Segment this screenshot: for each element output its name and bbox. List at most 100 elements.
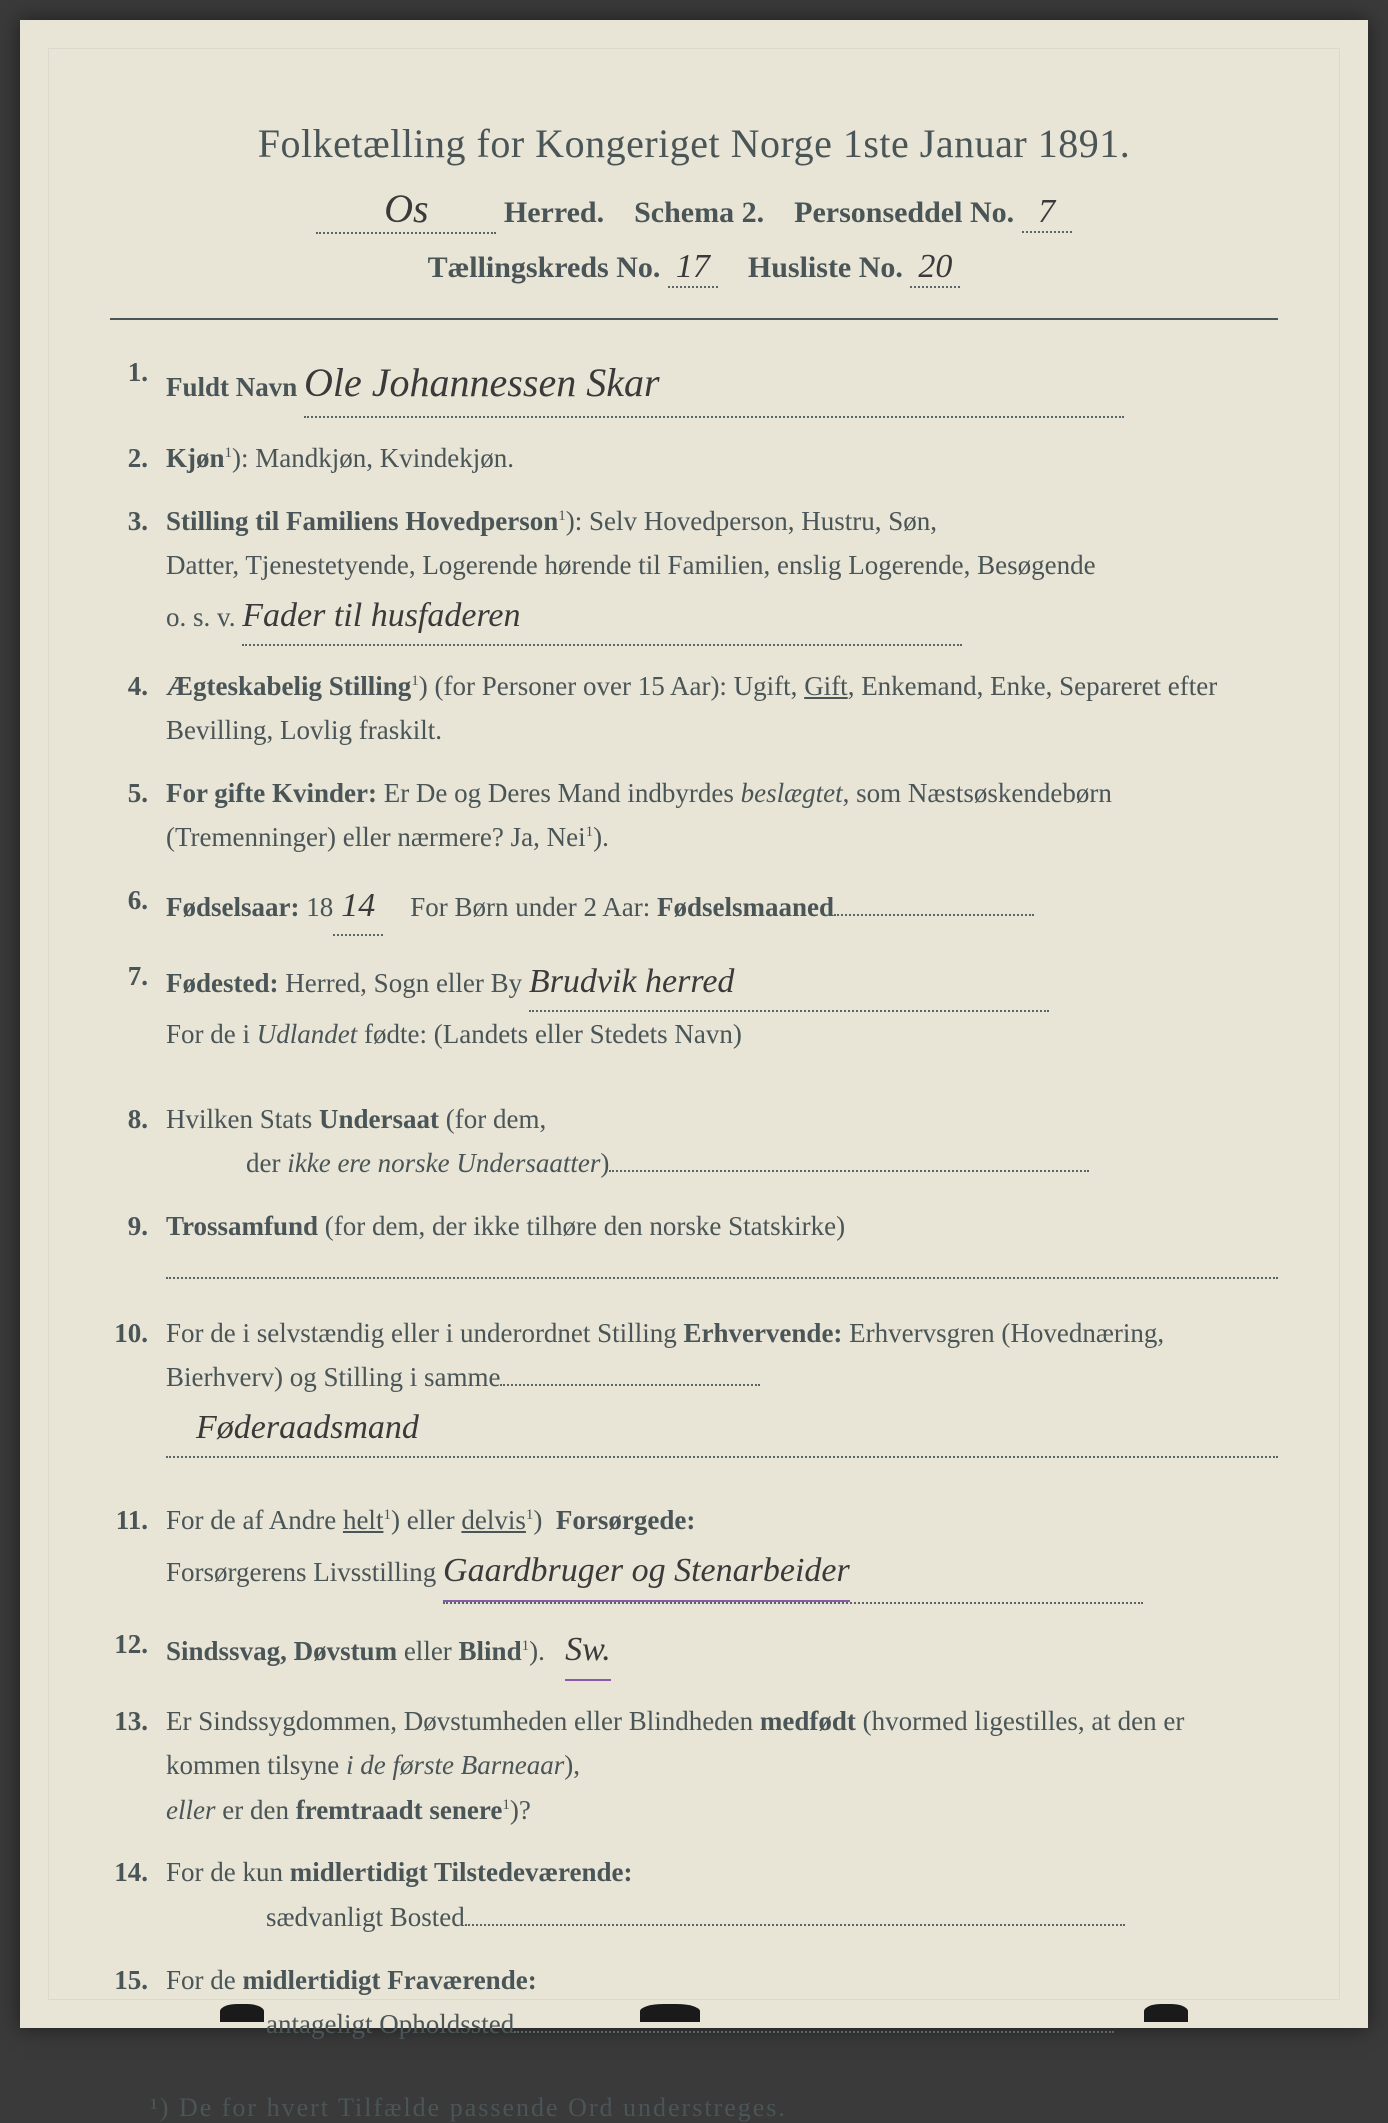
- herred-label: Herred.: [504, 196, 604, 229]
- wives-text-a: Er De og Deres Mand indbyrdes: [377, 778, 741, 808]
- absent-text-a: For de: [166, 1965, 243, 1995]
- provider-helt: helt: [343, 1505, 384, 1535]
- personseddel-label: Personseddel No.: [794, 196, 1014, 229]
- item-content: For de i selvstændig eller i underordnet…: [166, 1311, 1278, 1458]
- occupation-field-b: Føderaadsmand: [166, 1400, 1278, 1458]
- birthplace-text-a: Herred, Sogn eller By: [278, 968, 522, 998]
- item-content: Trossamfund (for dem, der ikke tilhøre d…: [166, 1204, 1278, 1293]
- census-document: Folketælling for Kongeriget Norge 1ste J…: [20, 20, 1368, 2028]
- birthplace-text-d: fødte: (Landets eller Stedets Navn): [357, 1019, 742, 1049]
- citizenship-field: [609, 1170, 1089, 1172]
- item-content: For de af Andre helt1) eller delvis1) Fo…: [166, 1498, 1278, 1604]
- provider-text-b: eller: [400, 1505, 461, 1535]
- form-item-11: 11. For de af Andre helt1) eller delvis1…: [110, 1498, 1278, 1604]
- footnote-marker: 1: [558, 508, 566, 524]
- citizenship-line2: der ikke ere norske Undersaatter): [166, 1148, 609, 1178]
- form-item-3: 3. Stilling til Familiens Hovedperson1):…: [110, 499, 1278, 646]
- footnote-marker: 1: [522, 1638, 530, 1654]
- citizenship-text-c: der: [246, 1148, 287, 1178]
- item-number: 5.: [110, 771, 166, 816]
- item-number: 13.: [110, 1699, 166, 1744]
- label-birthmonth: Fødselsmaaned: [657, 892, 834, 922]
- label-name: Fuldt Navn: [166, 372, 297, 402]
- birthplace-text-c: Udlandet: [257, 1019, 358, 1049]
- wives-text-b: beslægtet: [741, 778, 843, 808]
- header-divider: [110, 318, 1278, 320]
- footnote-marker: 1: [383, 1507, 391, 1523]
- footnote-marker: 1: [225, 445, 233, 461]
- footnote-marker: 1: [586, 824, 594, 840]
- herred-field: Os: [316, 185, 496, 234]
- item-number: 14.: [110, 1850, 166, 1895]
- item-content: Kjøn1): Mandkjøn, Kvindekjøn.: [166, 436, 1278, 481]
- footnote-marker: 1: [411, 673, 419, 689]
- personseddel-field: 7: [1022, 193, 1072, 233]
- birthyear-prefix: 18: [299, 892, 333, 922]
- label-present: midlertidigt Tilstedeværende:: [290, 1857, 633, 1887]
- item-number: 1.: [110, 350, 166, 395]
- provider-text-c: Forsørgerens Livsstilling: [166, 1557, 436, 1587]
- tear-mark: [220, 2004, 264, 2022]
- position-value: Fader til husfaderen: [242, 597, 520, 634]
- provider-delvis: delvis: [461, 1505, 526, 1535]
- label-birthyear: Fødselsaar:: [166, 892, 299, 922]
- form-item-1: 1. Fuldt Navn Ole Johannessen Skar: [110, 350, 1278, 418]
- religion-field: [166, 1277, 1278, 1279]
- page-damage: [20, 2004, 1368, 2028]
- tear-mark: [640, 2004, 700, 2022]
- congenital-text-e: eller: [166, 1795, 215, 1825]
- position-text-a: : Selv Hovedperson, Hustru, Søn,: [575, 506, 937, 536]
- position-text-c: o. s. v.: [166, 602, 236, 632]
- personseddel-value: 7: [1038, 193, 1055, 230]
- label-provider: Forsørgede:: [556, 1505, 695, 1535]
- husliste-label: Husliste No.: [748, 251, 903, 284]
- footnote: ¹) De for hvert Tilfælde passende Ord un…: [110, 2093, 1278, 2123]
- item-content: For gifte Kvinder: Er De og Deres Mand i…: [166, 771, 1278, 860]
- citizenship-text-d: ikke ere norske Undersaatter: [287, 1148, 600, 1178]
- spacer: [110, 1075, 1278, 1097]
- kreds-label: Tællingskreds No.: [428, 251, 661, 284]
- form-item-14: 14. For de kun midlertidigt Tilstedevære…: [110, 1850, 1278, 1939]
- present-text-a: For de kun: [166, 1857, 290, 1887]
- label-absent: midlertidigt Fraværende:: [243, 1965, 537, 1995]
- absent-field: [514, 2031, 1114, 2033]
- kreds-value: 17: [676, 248, 710, 285]
- spacer: [110, 1476, 1278, 1498]
- form-item-4: 4. Ægteskabelig Stilling1) (for Personer…: [110, 664, 1278, 753]
- congenital-text-c: i de første Barneaar: [346, 1750, 564, 1780]
- birthyear-field: 14: [333, 878, 383, 936]
- present-text-b: sædvanligt Bosted: [166, 1902, 465, 1932]
- label-disability: Sindssvag, Døvstum: [166, 1636, 397, 1666]
- marital-text-a: (for Personer over 15 Aar): Ugift,: [428, 671, 804, 701]
- disability-value-wrap: Sw.: [565, 1622, 611, 1681]
- label-later: fremtraadt senere: [296, 1795, 503, 1825]
- item-number: 11.: [110, 1498, 166, 1543]
- provider-value-wrap: Gaardbruger og Stenarbeider: [443, 1543, 850, 1602]
- footnote-marker: 1: [502, 1797, 510, 1813]
- birthplace-field: Brudvik herred: [529, 954, 1049, 1012]
- occupation-text-a: For de i selvstændig eller i underordnet…: [166, 1318, 683, 1348]
- husliste-value: 20: [918, 248, 952, 285]
- footnote-marker: ¹): [150, 2093, 170, 2122]
- item-number: 3.: [110, 499, 166, 544]
- label-marital: Ægteskabelig Stilling: [166, 671, 411, 701]
- label-position: Stilling til Familiens Hovedperson: [166, 506, 558, 536]
- position-text-b: Datter, Tjenestetyende, Logerende hørend…: [166, 550, 1096, 580]
- header-line-3: Tællingskreds No. 17 Husliste No. 20: [110, 248, 1278, 288]
- form-item-2: 2. Kjøn1): Mandkjøn, Kvindekjøn.: [110, 436, 1278, 481]
- herred-value: Os: [384, 186, 428, 231]
- item-content: Er Sindssygdommen, Døvstumheden eller Bl…: [166, 1699, 1278, 1833]
- congenital-text-a: Er Sindssygdommen, Døvstumheden eller Bl…: [166, 1706, 760, 1736]
- form-item-7: 7. Fødested: Herred, Sogn eller By Brudv…: [110, 954, 1278, 1057]
- item-content: Sindssvag, Døvstum eller Blind1). Sw.: [166, 1622, 1278, 1681]
- item-number: 8.: [110, 1097, 166, 1142]
- congenital-text-g: ?: [519, 1795, 531, 1825]
- label-wives: For gifte Kvinder:: [166, 778, 377, 808]
- birthplace-value: Brudvik herred: [529, 963, 735, 1000]
- birthmonth-text: For Børn under 2 Aar:: [410, 892, 657, 922]
- name-field: Ole Johannessen Skar: [304, 350, 1124, 418]
- form-item-10: 10. For de i selvstændig eller i underor…: [110, 1311, 1278, 1458]
- birthmonth-field: [834, 914, 1034, 916]
- position-field: Fader til husfaderen: [242, 588, 962, 646]
- present-field: [465, 1924, 1125, 1926]
